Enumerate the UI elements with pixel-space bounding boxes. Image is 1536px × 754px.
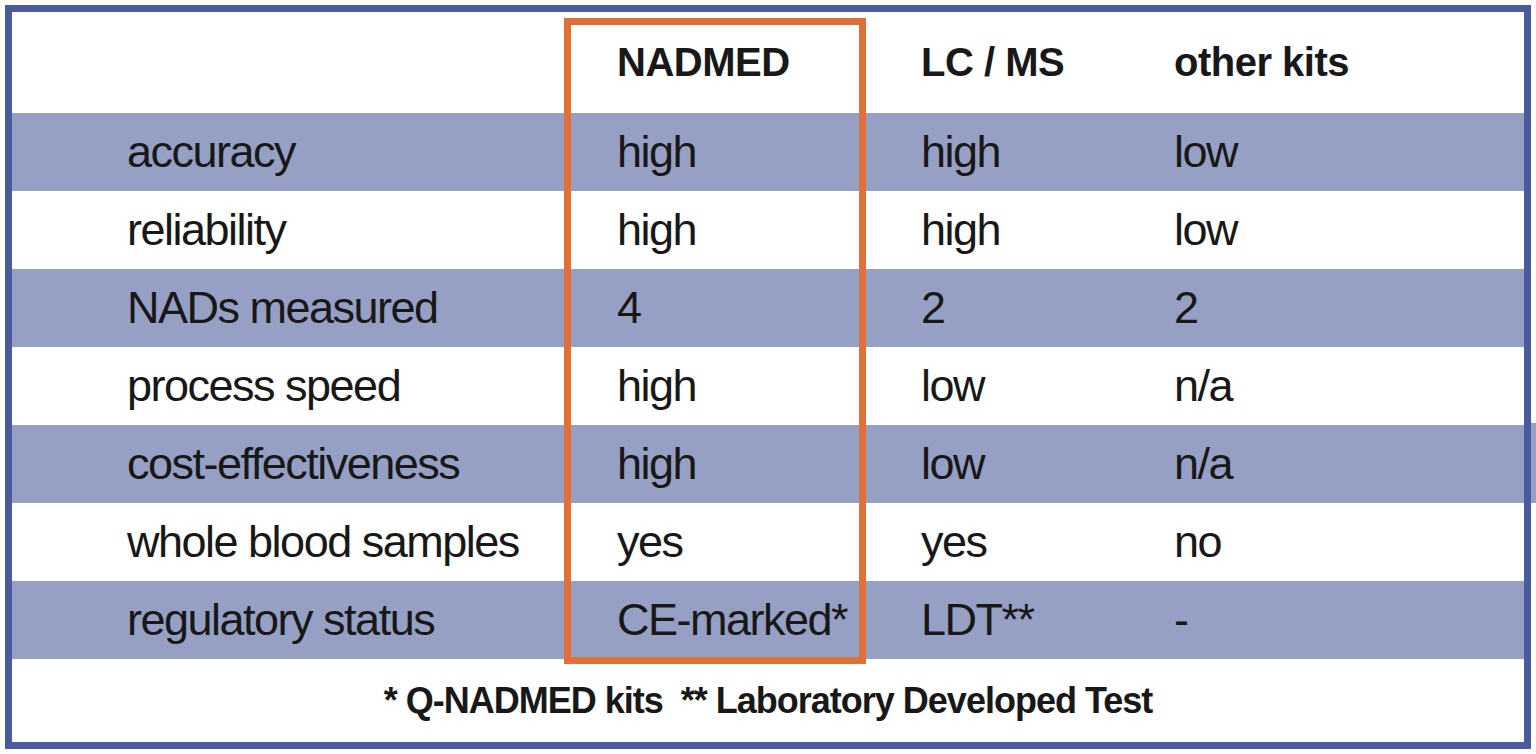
cell-value: LDT** [864,594,1134,646]
cell-value: no [1134,516,1524,568]
cell-value: n/a [1134,360,1524,412]
cell-value: low [864,360,1134,412]
column-header-lcms: LC / MS [864,40,1134,85]
comparison-table: NADMED LC / MS other kits accuracy high … [5,5,1531,749]
cell-value: low [864,438,1134,490]
table-row-accuracy: accuracy high high low [12,113,1524,191]
cell-value: high [864,204,1134,256]
footer-row: * Q-NADMED kits ** Laboratory Developed … [12,659,1524,742]
cell-value: low [1134,204,1524,256]
row-label: whole blood samples [12,516,564,568]
cell-value: high [564,360,864,412]
table-row-reliability: reliability high high low [12,191,1524,269]
cell-value: high [564,438,864,490]
cell-value: 2 [1134,282,1524,334]
cell-value: CE-marked* [564,594,864,646]
row-label: regulatory status [12,594,564,646]
cell-value: high [564,204,864,256]
row-label: reliability [12,204,564,256]
table-row-cost-effectiveness: cost-effectiveness high low n/a [12,425,1524,503]
cell-value: high [864,126,1134,178]
row-label: cost-effectiveness [12,438,564,490]
table-row-process-speed: process speed high low n/a [12,347,1524,425]
header-row: NADMED LC / MS other kits [12,12,1524,113]
cell-value: yes [564,516,864,568]
row-label: accuracy [12,126,564,178]
row-label: NADs measured [12,282,564,334]
table-row-whole-blood-samples: whole blood samples yes yes no [12,503,1524,581]
cell-value: 2 [864,282,1134,334]
table-row-nads-measured: NADs measured 4 2 2 [12,269,1524,347]
table-row-regulatory-status: regulatory status CE-marked* LDT** - [12,581,1524,659]
row-label: process speed [12,360,564,412]
cell-value: 4 [564,282,864,334]
comparison-table-figure: NADMED LC / MS other kits accuracy high … [0,0,1536,754]
cell-value: - [1134,594,1524,646]
cell-value: low [1134,126,1524,178]
column-header-nadmed: NADMED [564,40,864,85]
footnote: * Q-NADMED kits ** Laboratory Developed … [384,680,1153,722]
cell-value: high [564,126,864,178]
cell-value: n/a [1134,438,1524,490]
column-header-other-kits: other kits [1134,40,1524,85]
cell-value: yes [864,516,1134,568]
